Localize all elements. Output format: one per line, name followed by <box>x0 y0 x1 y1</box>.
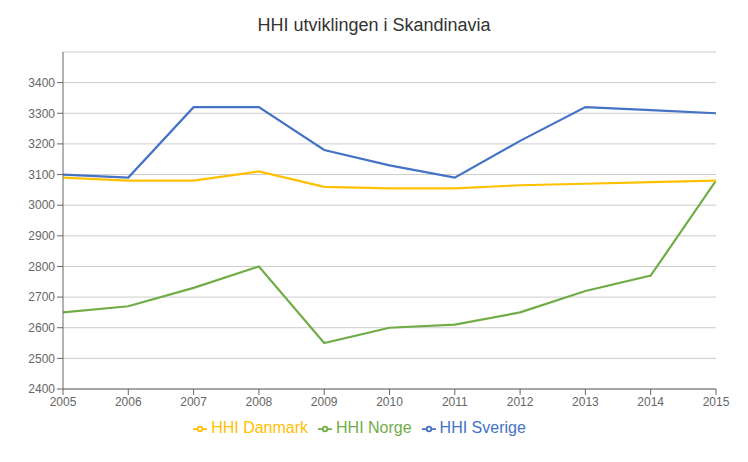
html-text:HHI Danmark: HHI Danmark <box>211 419 308 436</box>
svg-text:2600: 2600 <box>28 321 55 335</box>
svg-text:3200: 3200 <box>28 137 55 151</box>
svg-text:3100: 3100 <box>28 168 55 182</box>
svg-text:2500: 2500 <box>28 352 55 366</box>
html-text:HHI Sverige: HHI Sverige <box>439 419 526 436</box>
svg-text:2400: 2400 <box>28 382 55 396</box>
html-text:HHI Norge: HHI Norge <box>336 419 412 436</box>
svg-text:3300: 3300 <box>28 107 55 121</box>
svg-text:2800: 2800 <box>28 260 55 274</box>
svg-text:2015: 2015 <box>703 395 730 409</box>
svg-text:2012: 2012 <box>507 395 534 409</box>
svg-text:2011: 2011 <box>442 395 468 409</box>
svg-text:2006: 2006 <box>115 395 142 409</box>
svg-text:3000: 3000 <box>28 198 55 212</box>
svg-text:2009: 2009 <box>311 395 338 409</box>
svg-text:2700: 2700 <box>28 290 55 304</box>
svg-text:2008: 2008 <box>246 395 273 409</box>
html-text:HHI utviklingen i Skandinavia: HHI utviklingen i Skandinavia <box>257 15 491 35</box>
svg-text:3400: 3400 <box>28 76 55 90</box>
svg-text:2007: 2007 <box>180 395 207 409</box>
svg-text:2005: 2005 <box>50 395 77 409</box>
svg-text:2900: 2900 <box>28 229 55 243</box>
svg-text:2014: 2014 <box>637 395 664 409</box>
svg-text:2010: 2010 <box>376 395 403 409</box>
svg-text:2013: 2013 <box>572 395 599 409</box>
